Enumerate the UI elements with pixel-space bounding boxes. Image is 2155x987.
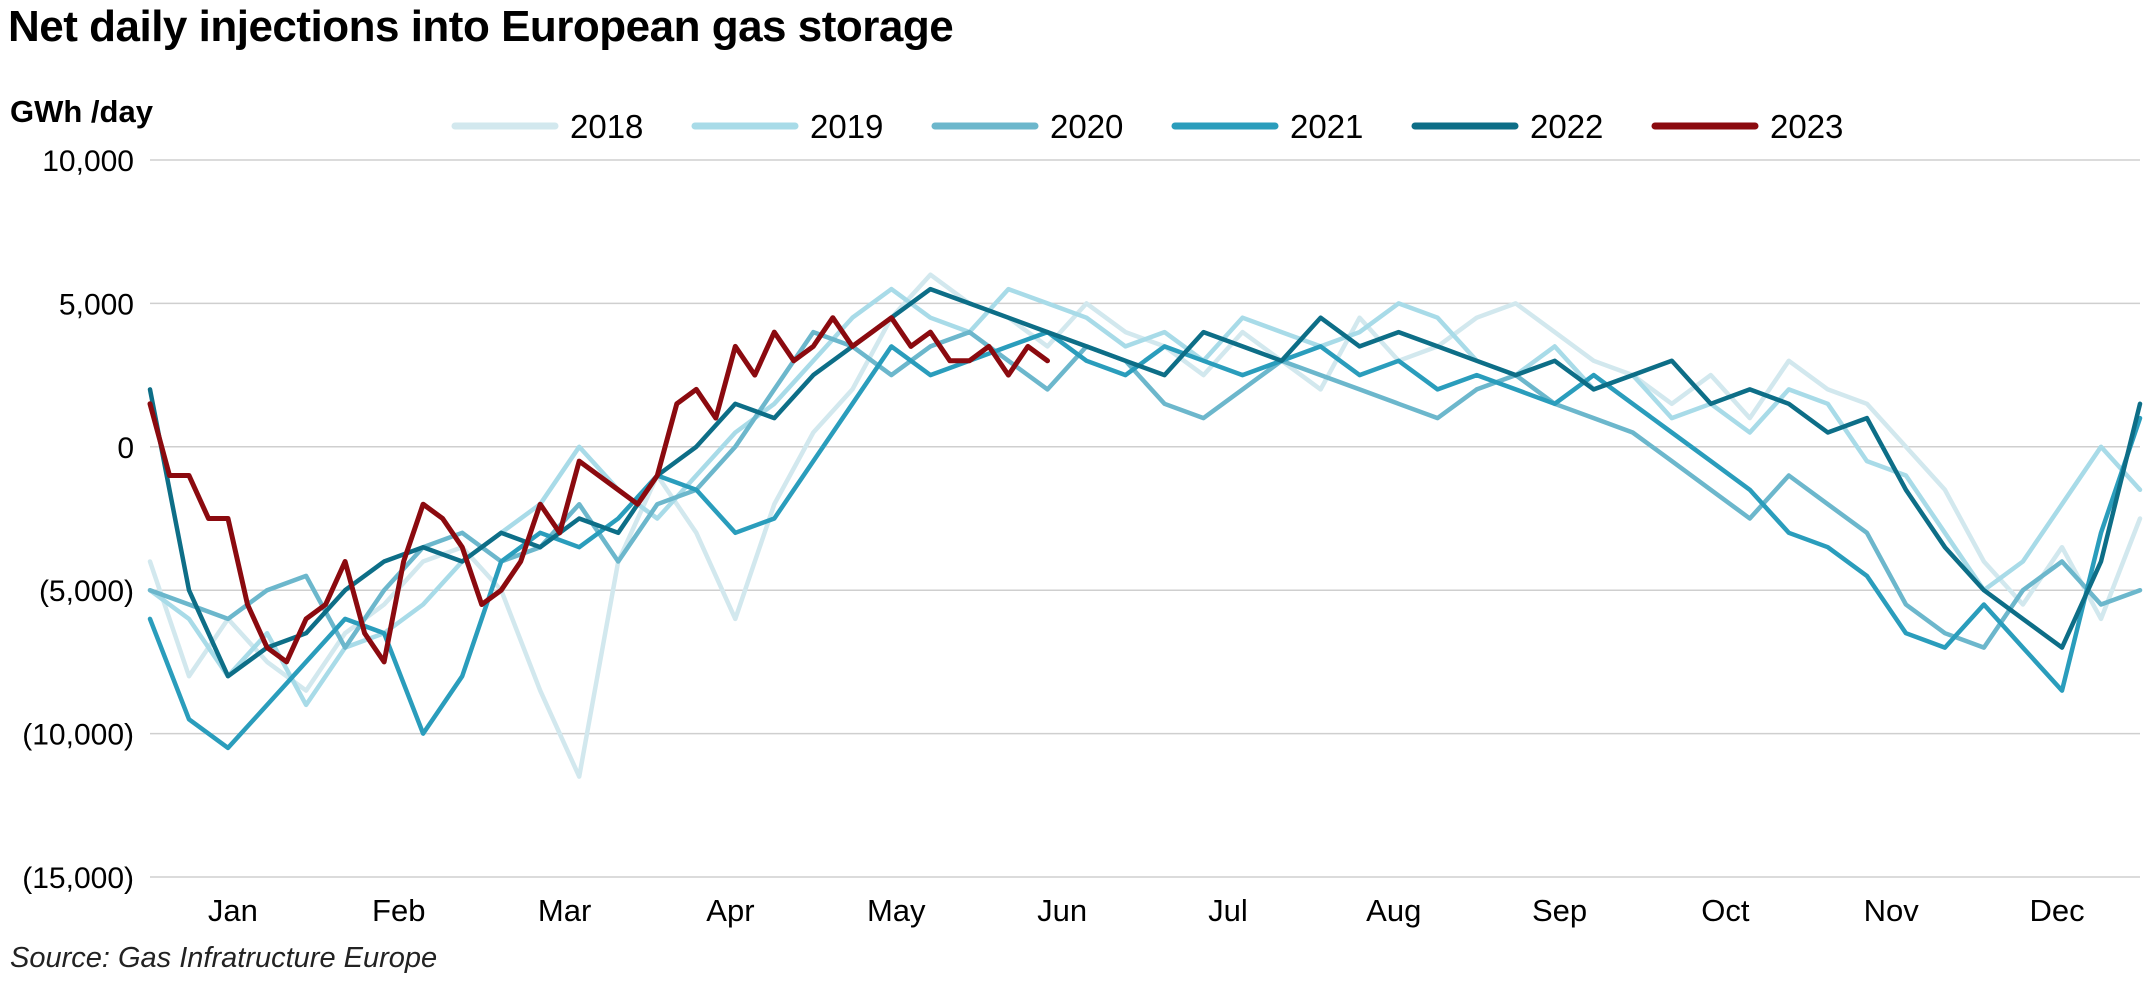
- x-tick-label: Sep: [1532, 893, 1587, 928]
- x-tick-label: Feb: [372, 893, 425, 928]
- legend-label: 2023: [1770, 108, 1843, 145]
- x-tick-label: Nov: [1864, 893, 1920, 928]
- series-line-2022: [147, 286, 2143, 679]
- x-tick-label: Jul: [1208, 893, 1248, 928]
- x-tick-label: Jun: [1037, 893, 1087, 928]
- y-tick-label: (10,000): [22, 719, 134, 752]
- y-axis-label: GWh /day: [10, 94, 154, 129]
- x-tick-label: Aug: [1366, 893, 1421, 928]
- series-line-2021: [147, 329, 2143, 751]
- series-line-2023: [147, 315, 1050, 665]
- x-axis-ticks: Jan Feb Mar Apr May Jun Jul Aug Sep Oct Nov Dec: [208, 893, 2085, 928]
- x-tick-label: Apr: [706, 893, 754, 928]
- legend-label: 2019: [810, 108, 883, 145]
- y-tick-label: 0: [117, 432, 134, 465]
- legend-label: 2022: [1530, 108, 1603, 145]
- chart-title: Net daily injections into European gas s…: [8, 2, 954, 51]
- x-tick-label: Oct: [1701, 893, 1750, 928]
- legend-label: 2020: [1050, 108, 1123, 145]
- series-line-2019: [147, 286, 2143, 708]
- y-tick-label: 5,000: [59, 288, 134, 321]
- x-tick-label: Jan: [208, 893, 258, 928]
- x-tick-label: May: [867, 893, 926, 928]
- y-axis-ticks: 10,000 5,000 0 (5,000) (10,000) (15,000): [22, 145, 134, 895]
- source-note: Source: Gas Infratructure Europe: [10, 942, 438, 974]
- y-tick-label: (5,000): [39, 575, 134, 608]
- series-lines: [147, 272, 2143, 779]
- y-tick-label: 10,000: [42, 145, 134, 178]
- series-line-2020: [147, 329, 2143, 650]
- legend-label: 2021: [1290, 108, 1363, 145]
- x-tick-label: Mar: [538, 893, 591, 928]
- gridlines: [150, 159, 2140, 878]
- y-tick-label: (15,000): [22, 862, 134, 895]
- x-tick-label: Dec: [2030, 893, 2085, 928]
- legend-label: 2018: [570, 108, 643, 145]
- legend: 2018 2019 2020 2021 2022 2023: [451, 108, 1843, 145]
